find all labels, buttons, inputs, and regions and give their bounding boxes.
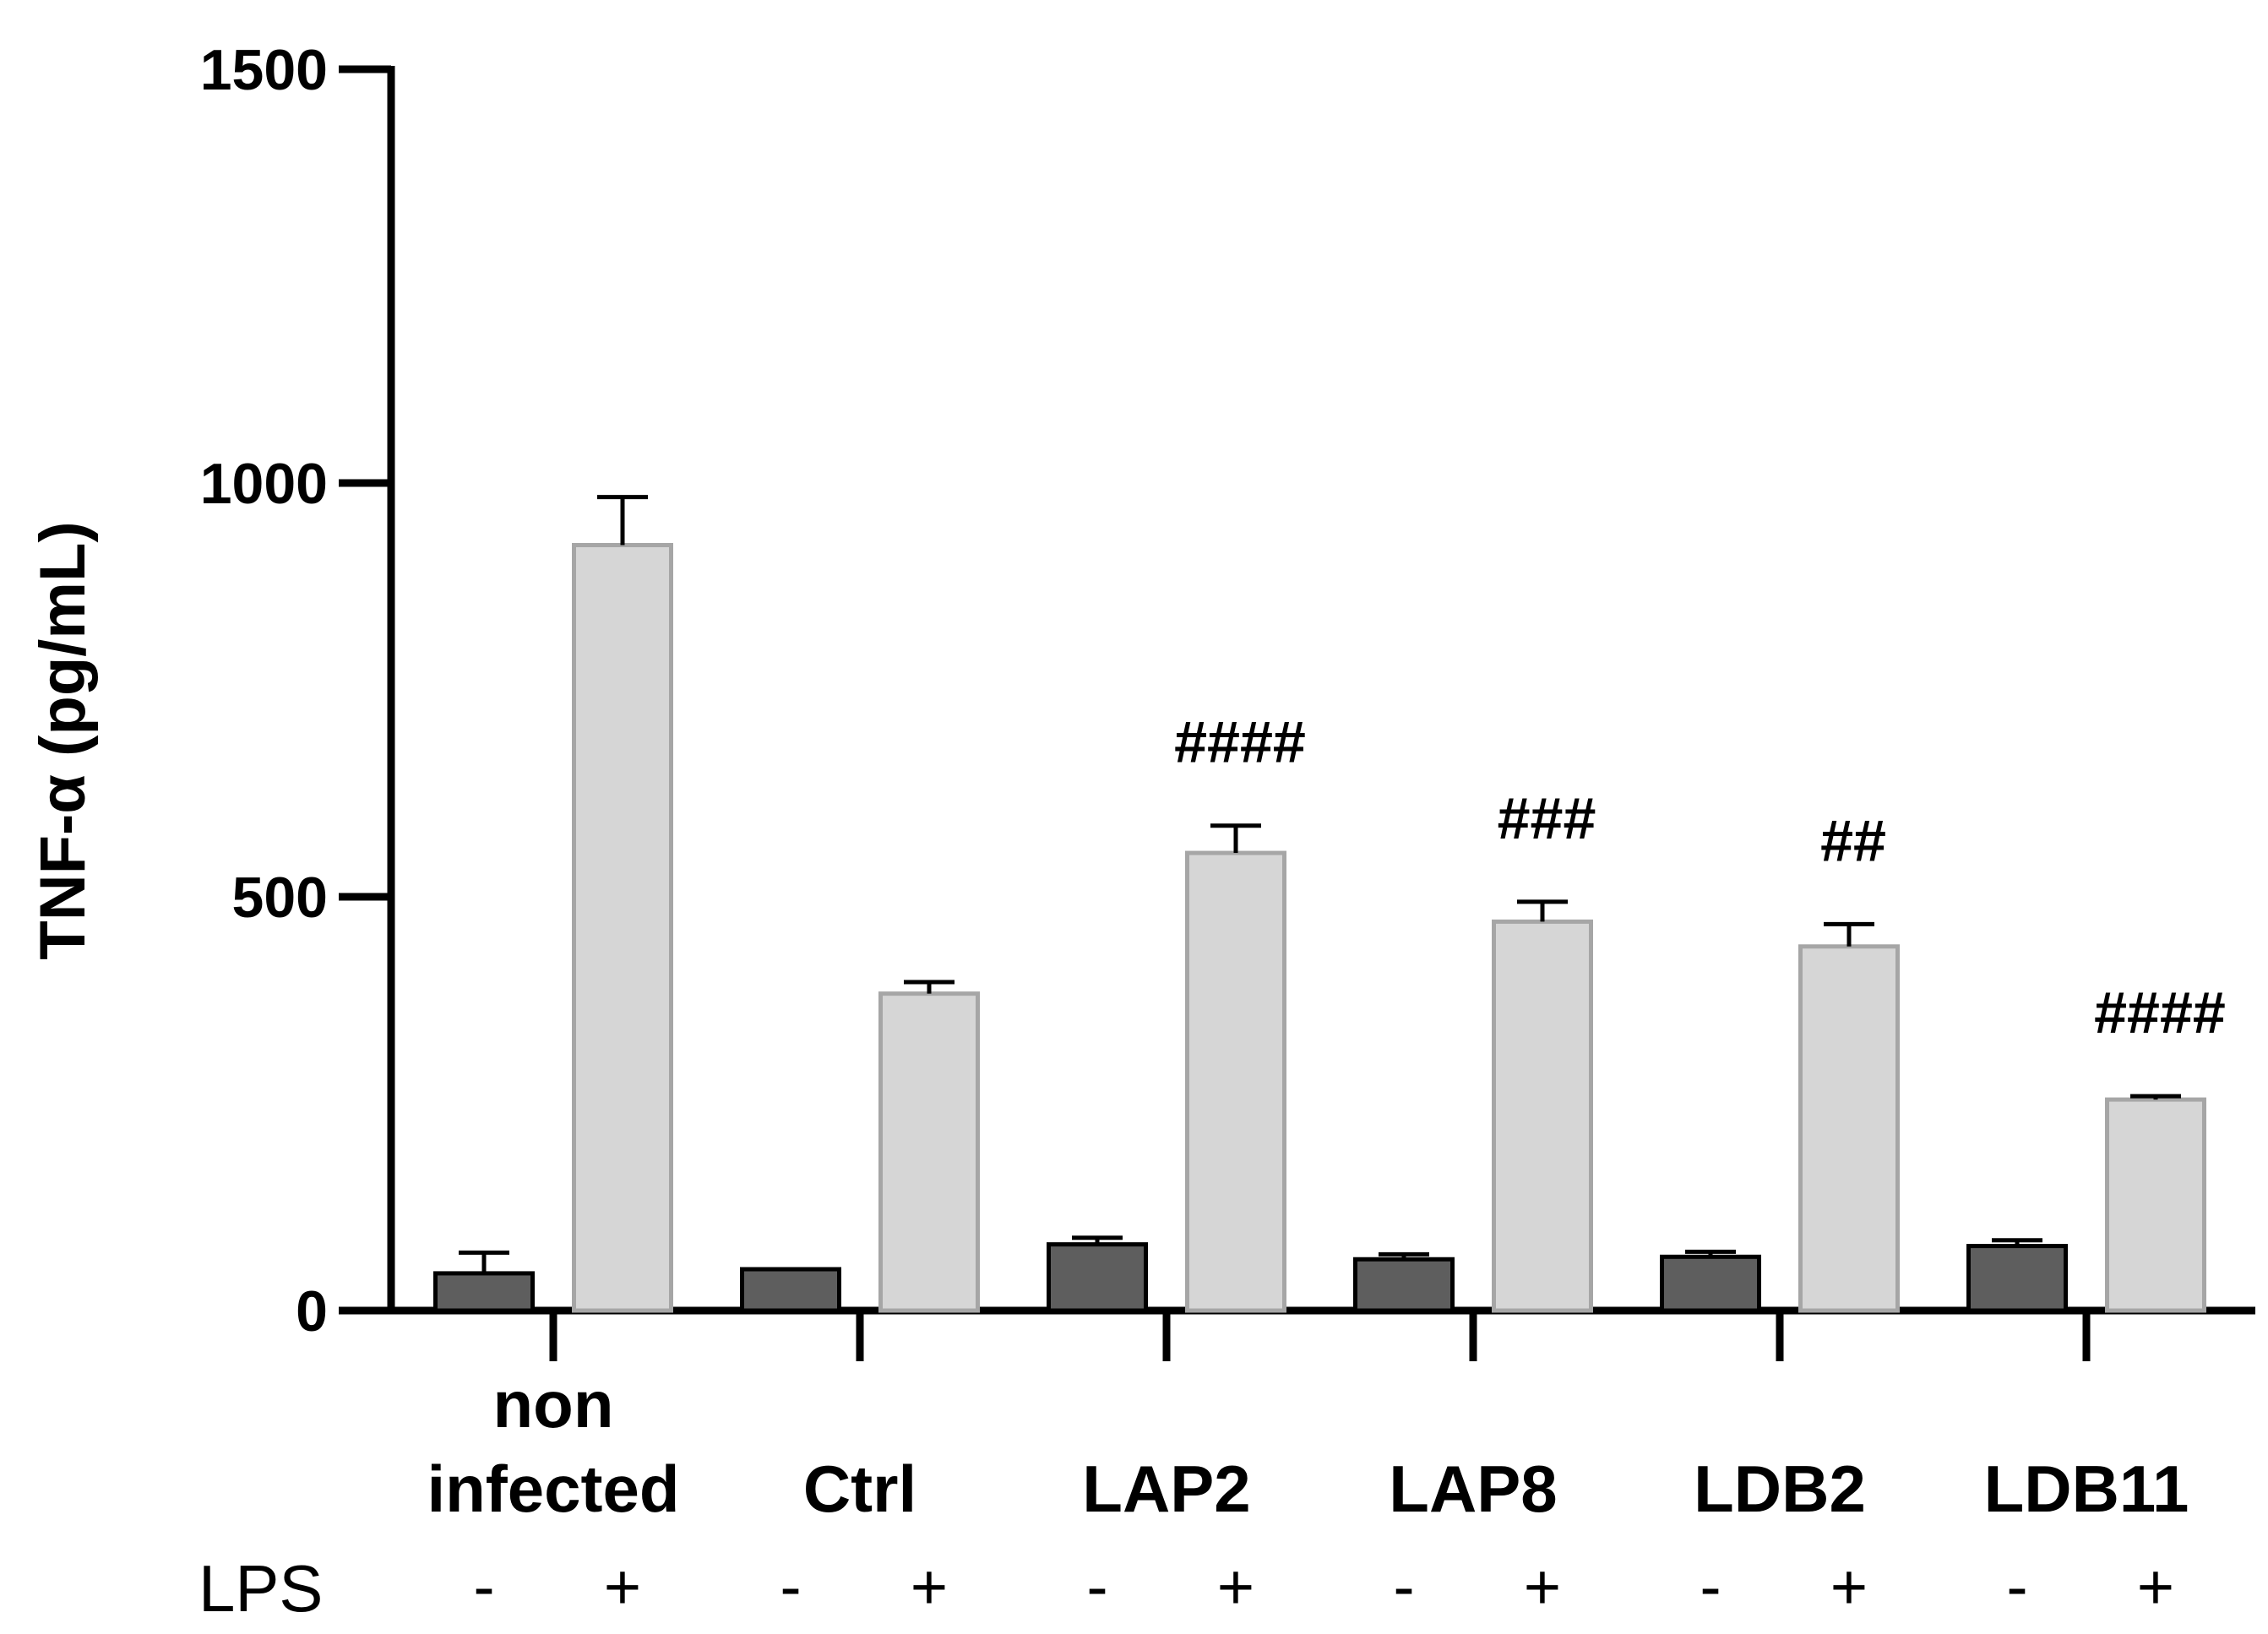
y-ticks: 0 500 1000 1500 [200,38,391,1344]
bar [1966,1244,2068,1313]
y-axis-label: TNF-α (pg/mL) [27,521,99,959]
y-tick-label: 1000 [200,452,328,516]
lps-sign: + [911,1551,948,1623]
category-label: Ctrl [803,1452,916,1526]
significance-annotation: ### [1498,785,1596,851]
lps-sign: - [1086,1551,1107,1623]
category-label: LDB11 [1984,1452,2189,1526]
category-labels: non infected Ctrl LAP2 LAP8 LDB2 LDB11 [427,1367,2189,1526]
bar [1492,919,1593,1313]
category-label: non [493,1367,614,1441]
lps-sign: + [1217,1551,1254,1623]
category-label: LDB2 [1694,1452,1866,1526]
bar [1660,1254,1761,1313]
lps-sign: - [780,1551,801,1623]
lps-sign: + [1830,1551,1868,1623]
bar [433,1271,535,1313]
lps-row-label: LPS [199,1551,323,1626]
bar [1353,1257,1455,1313]
lps-sign: - [1700,1551,1721,1623]
category-label: LAP8 [1389,1452,1557,1526]
significance-annotation: #### [1174,709,1306,775]
bar [1047,1242,1148,1313]
significance-annotation: ## [1820,807,1886,873]
category-label: infected [427,1452,679,1526]
bar [1185,850,1286,1313]
y-tick-label: 500 [232,866,328,930]
bar [740,1267,841,1313]
y-tick-label: 1500 [200,38,328,102]
lps-sign: + [2137,1551,2174,1623]
bar [2105,1097,2206,1313]
error-bars [459,495,2181,1273]
significance-annotations: ####### ###### [1174,709,2226,1045]
lps-sign: + [604,1551,641,1623]
lps-sign: - [1393,1551,1414,1623]
bars [433,543,2206,1313]
lps-sign: - [2006,1551,2027,1623]
x-ticks [549,1311,2091,1361]
significance-annotation: #### [2094,980,2226,1045]
bar [572,543,673,1313]
bar [1798,944,1900,1313]
lps-sign: - [473,1551,494,1623]
category-label: LAP2 [1082,1452,1250,1526]
lps-sign: + [1524,1551,1561,1623]
bar [878,991,980,1313]
y-tick-label: 0 [296,1279,328,1344]
axes [387,66,2255,1315]
lps-row: LPS - + - + - + - + - + - + [199,1551,2174,1626]
